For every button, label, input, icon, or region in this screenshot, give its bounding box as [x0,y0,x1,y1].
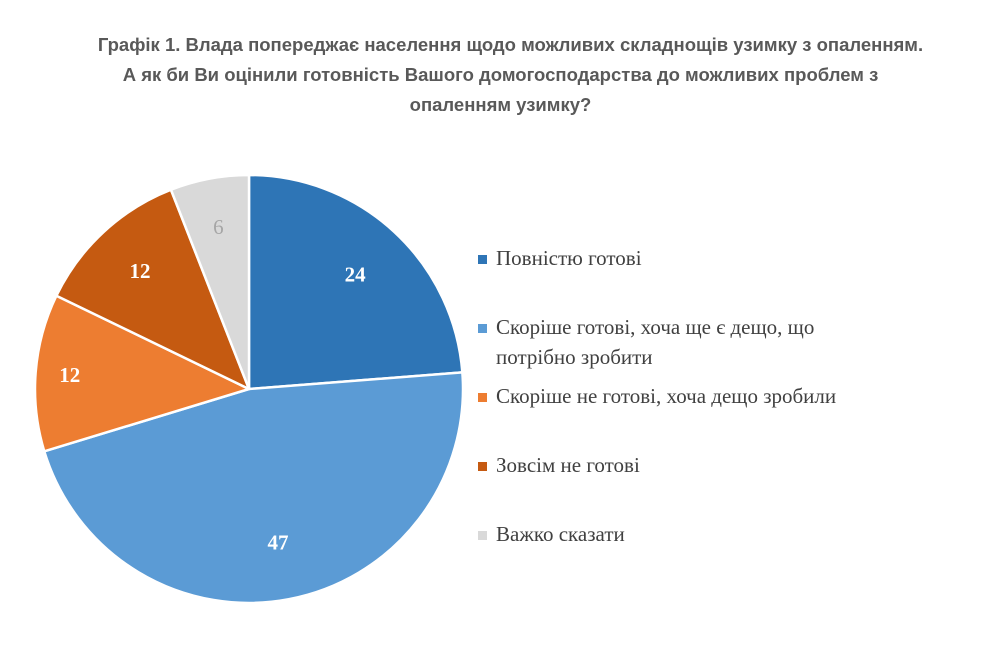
pie-slice-4 [55,188,251,391]
chart-title: Графік 1. Влада попереджає населення щод… [0,30,1001,120]
pie-slice-3 [33,294,251,453]
data-label-5: 6 [213,215,224,239]
legend-swatch-icon [478,393,487,402]
legend-label: Скоріше не готові, хоча дещо зробили [496,381,916,411]
legend-swatch-icon [478,324,487,333]
legend-label-line: Повністю готові [496,246,642,270]
data-label-2: 47 [268,531,289,555]
pie-slice-1 [247,173,464,391]
legend-label-line: Зовсім не готові [496,453,640,477]
legend-swatch-icon [478,531,487,540]
chart-title-line-1: Графік 1. Влада попереджає населення щод… [97,34,924,55]
legend-swatch-icon [478,255,487,264]
legend-label: Зовсім не готові [496,450,916,480]
chart-title-line-2: А як би Ви оцінили готовність Вашого дом… [122,64,879,85]
data-label-4: 12 [130,259,151,283]
data-label-1: 24 [345,262,367,286]
legend-label-line: Скоріше не готові, хоча дещо зробили [496,384,837,408]
chart-title-line-3: опаленням узимку? [409,94,592,115]
pie-slice-5 [169,173,251,391]
pie-slice-2 [43,371,465,605]
legend-swatch-icon [478,462,487,471]
legend-label-line: Важко сказати [496,522,625,546]
legend-label-line: потрібно зробити [496,345,653,369]
legend-label: Важко сказати [496,519,916,549]
legend-label: Повністю готові [496,243,916,273]
legend-label: Скоріше готові, хоча ще є дещо, що потріб… [496,312,916,372]
data-label-3: 12 [59,363,80,387]
legend-label-line: Скоріше готові, хоча ще є дещо, що [496,315,815,339]
